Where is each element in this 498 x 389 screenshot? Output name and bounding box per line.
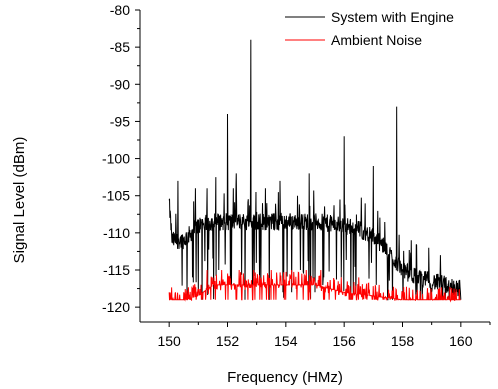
x-ticks: 150 152 154 156 158 160 — [157, 322, 491, 349]
y-tick-label: -120 — [102, 299, 130, 315]
y-tick-label: -85 — [110, 39, 130, 55]
x-tick-label: 152 — [216, 333, 240, 349]
legend-label-system-with-engine: System with Engine — [331, 9, 454, 25]
series-line-system-with-engine — [168, 39, 462, 301]
y-tick-label: -95 — [110, 113, 130, 129]
y-tick-label: -110 — [103, 225, 130, 241]
x-tick-label: 156 — [332, 333, 356, 349]
y-tick-label: -90 — [110, 76, 130, 92]
series-line-ambient-noise — [168, 269, 461, 303]
x-tick-label: 160 — [449, 333, 473, 349]
y-tick-label: -80 — [110, 2, 130, 18]
y-tick-label: -100 — [102, 151, 130, 167]
x-tick-label: 154 — [274, 333, 298, 349]
legend: System with Engine Ambient Noise — [285, 9, 454, 48]
series-layer — [168, 39, 462, 303]
x-axis-label: Frequency (HMz) — [227, 369, 343, 386]
x-tick-label: 150 — [157, 333, 181, 349]
y-tick-label: -105 — [102, 188, 130, 204]
legend-label-ambient-noise: Ambient Noise — [331, 32, 422, 48]
y-ticks: -80 -85 -90 -95 -100 -105 -110 -115 -120 — [102, 2, 140, 315]
x-tick-label: 158 — [391, 333, 415, 349]
y-tick-label: -115 — [103, 262, 130, 278]
y-axis-label: Signal Level (dBm) — [11, 137, 28, 264]
